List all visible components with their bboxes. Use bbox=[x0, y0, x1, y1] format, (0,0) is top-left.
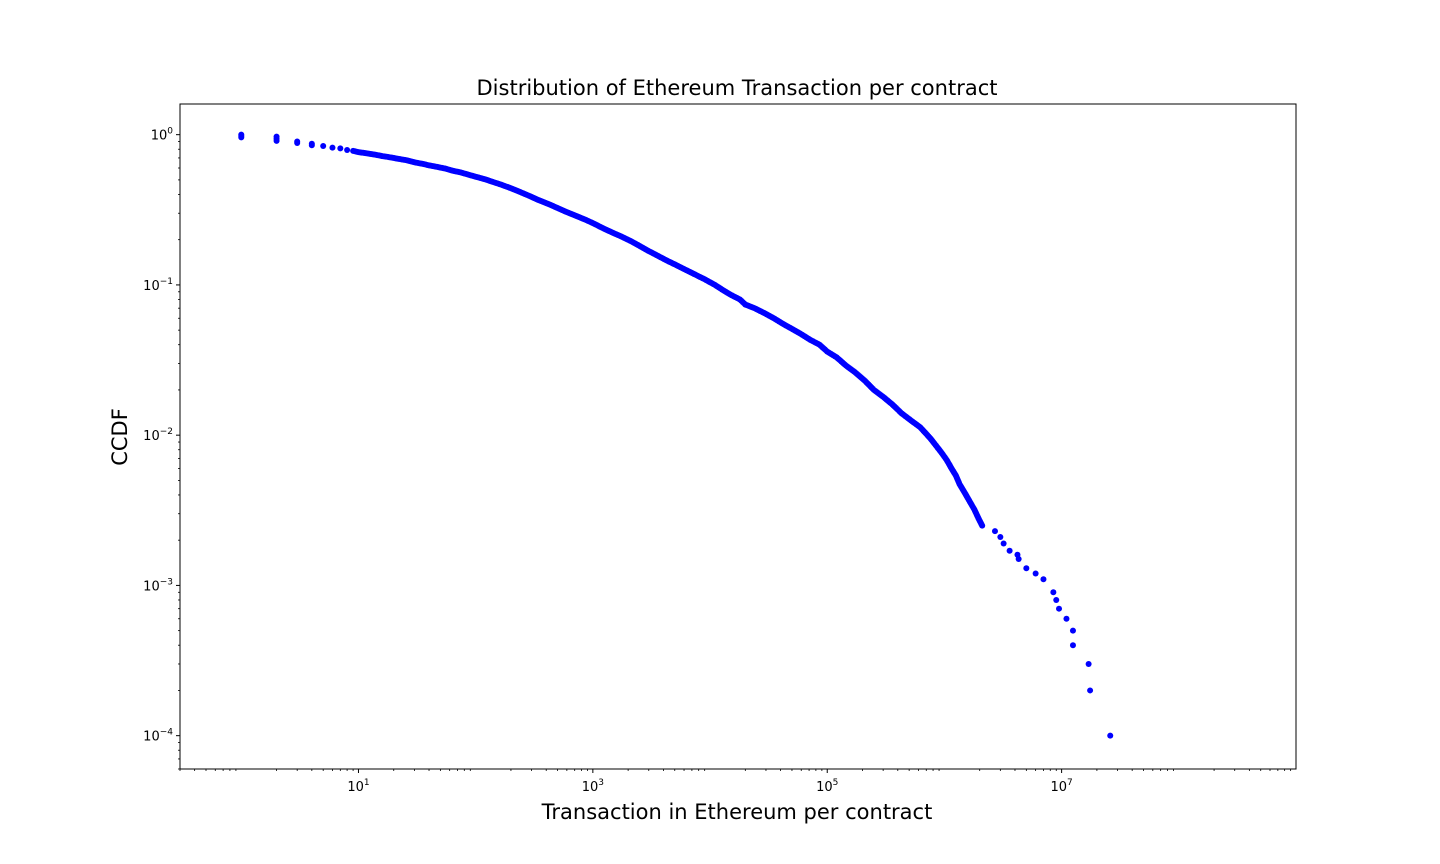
scatter-point bbox=[1069, 642, 1076, 649]
scatter-point bbox=[1087, 687, 1094, 694]
scatter-point bbox=[997, 534, 1004, 540]
scatter-point bbox=[1063, 615, 1070, 622]
scatter-point bbox=[1040, 576, 1047, 583]
scatter-point bbox=[1006, 547, 1013, 554]
y-tick-label: 10−2 bbox=[143, 427, 173, 444]
scatter-point bbox=[1056, 605, 1063, 612]
scatter-point bbox=[991, 528, 998, 535]
scatter-point bbox=[1053, 596, 1060, 603]
x-tick-label: 105 bbox=[816, 778, 838, 795]
scatter-point bbox=[273, 137, 280, 144]
x-axis-label: Transaction in Ethereum per contract bbox=[541, 800, 933, 824]
x-tick-label: 103 bbox=[582, 778, 604, 795]
y-tick-label: 10−1 bbox=[143, 277, 173, 294]
scatter-point bbox=[337, 145, 344, 152]
scatter-point bbox=[308, 142, 315, 149]
x-tick-label: 101 bbox=[347, 778, 369, 795]
scatter-point bbox=[238, 134, 245, 141]
scatter-point bbox=[294, 140, 301, 147]
y-tick-label: 100 bbox=[151, 127, 174, 144]
y-tick-label: 10−4 bbox=[143, 728, 173, 745]
axis-ticks: 101 103 105 107 100 10−1 10−2 10−3 10−4 bbox=[143, 127, 1292, 795]
scatter-point bbox=[1069, 627, 1076, 634]
plot-frame bbox=[179, 103, 1297, 770]
data-points bbox=[238, 131, 1114, 739]
scatter-point bbox=[1023, 565, 1030, 572]
scatter-point bbox=[329, 144, 336, 151]
scatter-point bbox=[1015, 555, 1022, 562]
scatter-point bbox=[979, 522, 986, 529]
y-tick-label: 10−3 bbox=[143, 577, 173, 594]
scatter-point bbox=[1107, 732, 1114, 739]
scatter-point bbox=[1032, 570, 1039, 577]
scatter-point bbox=[1000, 540, 1007, 547]
chart-title: Distribution of Ethereum Transaction per… bbox=[477, 76, 998, 100]
scatter-point bbox=[1085, 660, 1092, 667]
scatter-point bbox=[344, 147, 351, 154]
scatter-point bbox=[1050, 589, 1057, 596]
x-tick-label: 107 bbox=[1050, 778, 1072, 795]
y-axis-label: CCDF bbox=[108, 408, 132, 466]
scatter-point bbox=[320, 143, 327, 150]
